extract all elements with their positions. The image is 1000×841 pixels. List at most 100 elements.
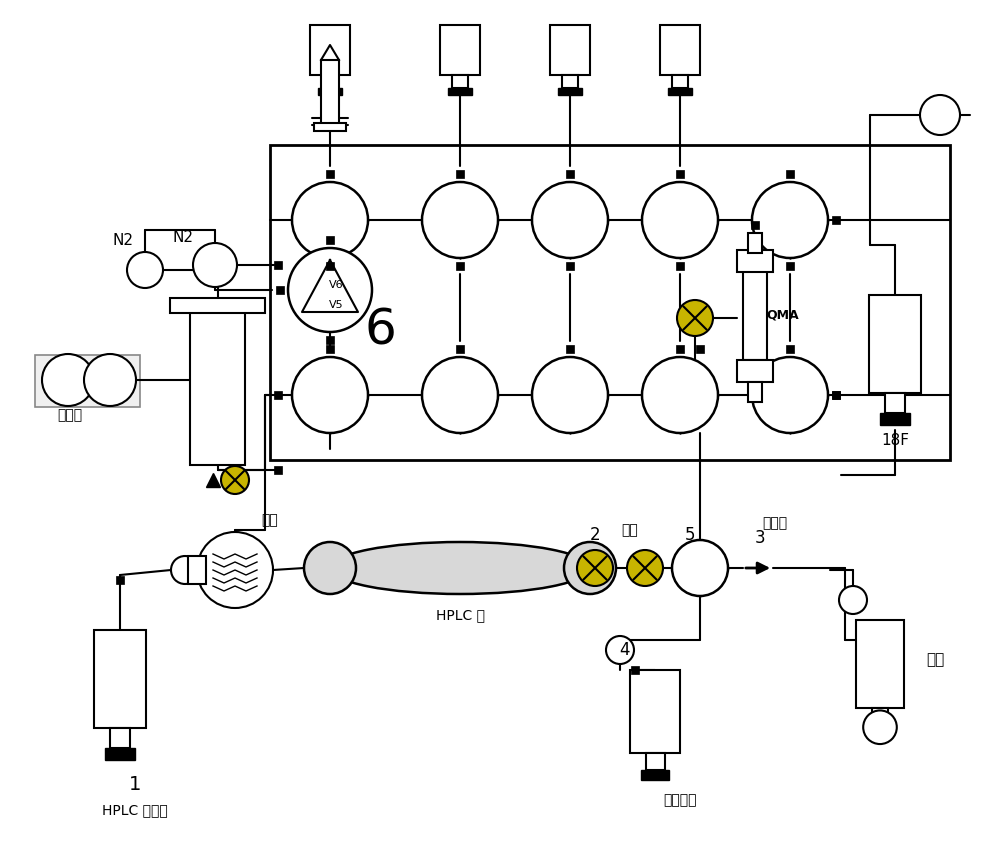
Circle shape <box>42 354 94 406</box>
Bar <box>326 236 334 244</box>
Bar <box>672 76 688 88</box>
Text: V6: V6 <box>329 280 343 290</box>
Circle shape <box>642 357 718 433</box>
Text: 稀释中和: 稀释中和 <box>663 793 697 807</box>
Bar <box>318 88 342 95</box>
Bar <box>646 753 664 770</box>
Polygon shape <box>321 45 339 60</box>
Bar <box>748 382 762 402</box>
Text: 4: 4 <box>620 641 630 659</box>
Bar <box>562 76 578 88</box>
Bar <box>676 170 684 178</box>
Circle shape <box>839 586 867 614</box>
Circle shape <box>171 556 199 584</box>
Bar <box>116 576 124 584</box>
Bar <box>558 88 582 95</box>
Bar <box>276 286 284 294</box>
Bar <box>321 60 339 125</box>
Circle shape <box>627 550 663 586</box>
Bar <box>456 262 464 270</box>
Ellipse shape <box>330 542 590 594</box>
Bar <box>456 170 464 178</box>
Bar <box>748 233 762 253</box>
Bar <box>326 262 334 270</box>
Bar <box>314 123 346 131</box>
Bar <box>274 391 282 399</box>
Text: 产品: 产品 <box>926 653 944 668</box>
Bar <box>274 261 282 269</box>
Circle shape <box>221 466 249 494</box>
Bar <box>566 262 574 270</box>
Text: 5: 5 <box>685 526 695 544</box>
Bar <box>188 556 206 584</box>
Circle shape <box>84 354 136 406</box>
Bar <box>856 620 904 708</box>
Bar <box>326 170 334 178</box>
Bar <box>94 630 146 727</box>
Bar <box>35 355 140 407</box>
Circle shape <box>577 550 613 586</box>
Circle shape <box>532 182 608 258</box>
Bar <box>641 770 669 780</box>
Text: 废液: 废液 <box>262 513 278 527</box>
Circle shape <box>422 357 498 433</box>
Bar <box>448 88 472 95</box>
Bar <box>326 345 334 353</box>
Circle shape <box>677 300 713 336</box>
Text: 2: 2 <box>590 526 600 544</box>
Bar <box>440 25 480 76</box>
Circle shape <box>752 357 828 433</box>
Circle shape <box>292 182 368 258</box>
Circle shape <box>532 357 608 433</box>
Text: 废液: 废液 <box>622 523 638 537</box>
Polygon shape <box>302 260 358 312</box>
Bar <box>190 310 245 465</box>
Bar <box>566 345 574 353</box>
Bar <box>274 466 282 474</box>
Circle shape <box>564 542 616 594</box>
Bar <box>566 170 574 178</box>
Text: 6: 6 <box>364 306 396 354</box>
Circle shape <box>288 248 372 332</box>
Circle shape <box>197 532 273 608</box>
Bar <box>880 413 910 425</box>
Bar <box>786 262 794 270</box>
Circle shape <box>863 711 897 744</box>
Bar <box>737 250 773 272</box>
Bar <box>751 221 759 229</box>
Bar <box>110 727 130 748</box>
Bar <box>310 25 350 76</box>
Bar <box>832 391 840 399</box>
Circle shape <box>672 540 728 596</box>
Text: HPLC 流动相: HPLC 流动相 <box>102 803 168 817</box>
Bar <box>322 76 338 88</box>
Bar <box>696 345 704 353</box>
Bar <box>456 345 464 353</box>
Bar <box>885 393 905 413</box>
Bar <box>743 270 767 360</box>
Circle shape <box>127 252 163 288</box>
Circle shape <box>292 357 368 433</box>
Text: 18F: 18F <box>881 432 909 447</box>
Text: N2: N2 <box>112 232 134 247</box>
Text: N2: N2 <box>173 230 194 245</box>
Bar <box>676 262 684 270</box>
Circle shape <box>642 182 718 258</box>
Bar <box>105 748 135 760</box>
Text: V5: V5 <box>329 300 343 310</box>
Bar <box>869 295 921 393</box>
Bar <box>832 391 840 399</box>
Bar <box>630 670 680 753</box>
Bar <box>270 145 950 460</box>
Bar <box>786 170 794 178</box>
Circle shape <box>920 95 960 135</box>
Bar <box>786 345 794 353</box>
Circle shape <box>752 182 828 258</box>
Bar <box>631 666 639 674</box>
Circle shape <box>606 636 634 664</box>
Bar <box>326 336 334 344</box>
Text: QMA: QMA <box>767 309 799 321</box>
Bar <box>550 25 590 76</box>
Bar <box>832 216 840 224</box>
Bar <box>737 360 773 382</box>
